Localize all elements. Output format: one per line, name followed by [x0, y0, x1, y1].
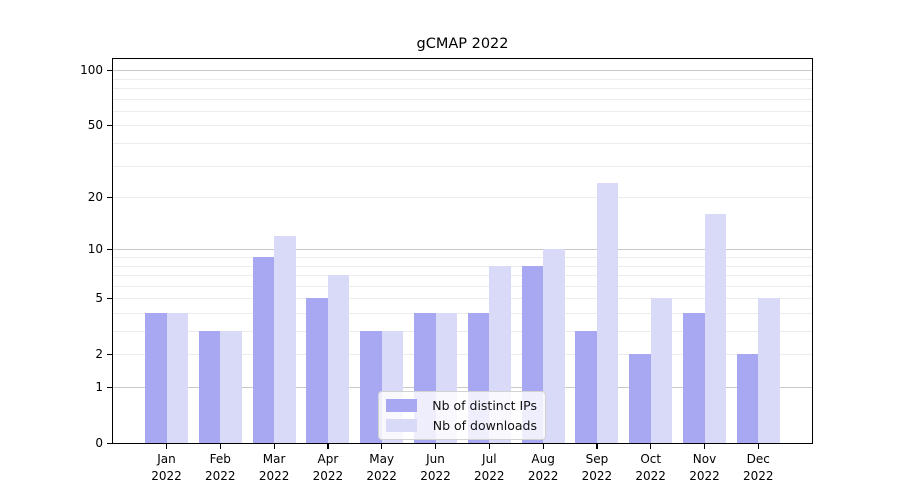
y-tick-0 [107, 442, 112, 444]
x-tick-aug [542, 444, 544, 449]
legend-label-distinct-ips: Nb of distinct IPs [432, 398, 537, 413]
x-tick-label-jun: Jun 2022 [420, 452, 451, 483]
bar-downloads-oct [650, 298, 673, 443]
chart-title: gCMAP 2022 [416, 36, 509, 52]
y-tick-label-20: 20 [87, 190, 103, 205]
bar-distinct-ips-jan [145, 313, 167, 443]
bar-distinct-ips-dec [736, 354, 759, 443]
gridline-70 [113, 98, 812, 100]
y-tick-100 [107, 69, 112, 71]
bar-distinct-ips-sep [575, 331, 597, 443]
y-tick-5 [107, 297, 112, 299]
legend: Nb of distinct IPs Nb of downloads [378, 391, 546, 440]
x-tick-label-mar: Mar 2022 [258, 452, 290, 483]
x-tick-label-jul: Jul 2022 [474, 452, 505, 483]
bar-distinct-ips-nov [683, 313, 705, 443]
bar-downloads-aug [543, 249, 565, 443]
bar-distinct-ips-mar [252, 257, 275, 443]
x-tick-feb [219, 444, 221, 449]
bar-downloads-sep [596, 182, 619, 443]
gridline-8 [113, 265, 812, 267]
x-tick-jan [166, 444, 168, 449]
gridline-2 [113, 354, 812, 356]
x-tick-jun [435, 444, 437, 449]
gridline-50 [113, 125, 812, 127]
y-tick-1 [107, 386, 112, 388]
x-tick-oct [650, 444, 652, 449]
x-tick-sep [596, 444, 598, 449]
x-tick-may [381, 444, 383, 449]
gridline-3 [113, 331, 812, 332]
bar-distinct-ips-may [360, 331, 382, 443]
y-tick-label-50: 50 [87, 118, 103, 133]
legend-label-downloads: Nb of downloads [432, 418, 537, 433]
bar-downloads-nov [704, 214, 726, 443]
y-tick-10 [107, 248, 112, 250]
gridline-4 [113, 312, 812, 314]
x-tick-apr [327, 444, 329, 449]
x-tick-label-jan: Jan 2022 [151, 452, 182, 483]
y-tick-label-100: 100 [80, 63, 103, 78]
x-tick-label-sep: Sep 2022 [581, 452, 613, 483]
x-tick-label-oct: Oct 2022 [635, 452, 666, 483]
x-tick-jul [488, 444, 490, 449]
gridline-7 [113, 275, 812, 277]
legend-entry-downloads: Nb of downloads [386, 418, 537, 433]
bar-downloads-mar [274, 235, 296, 443]
x-tick-label-may: May 2022 [366, 452, 397, 483]
x-tick-label-feb: Feb 2022 [205, 452, 236, 483]
gridline-100 [113, 70, 812, 72]
x-tick-label-apr: Apr 2022 [312, 452, 344, 483]
y-tick-50 [107, 124, 112, 127]
gridline-60 [113, 110, 812, 112]
gridline-10 [113, 249, 812, 251]
legend-entry-distinct-ips: Nb of distinct IPs [386, 398, 537, 413]
x-tick-label-aug: Aug 2022 [527, 452, 559, 483]
y-tick-2 [107, 353, 112, 355]
bar-downloads-apr [327, 275, 350, 443]
legend-swatch-downloads [386, 419, 417, 432]
bar-distinct-ips-apr [306, 298, 328, 443]
bar-distinct-ips-oct [629, 354, 651, 443]
bar-downloads-jan [166, 313, 188, 443]
y-tick-label-2: 2 [95, 347, 103, 362]
gridline-1 [113, 387, 812, 388]
gridline-80 [113, 88, 812, 89]
legend-swatch-distinct-ips [386, 399, 417, 412]
gridline-30 [113, 165, 812, 167]
y-tick-label-1: 1 [95, 380, 103, 394]
x-tick-nov [704, 444, 706, 449]
bar-distinct-ips-feb [198, 331, 221, 443]
gridline-5 [113, 298, 812, 300]
x-tick-mar [273, 444, 275, 449]
x-tick-dec [757, 444, 759, 449]
bar-downloads-feb [220, 331, 242, 443]
y-tick-label-0: 0 [95, 436, 103, 450]
y-tick-20 [107, 196, 112, 198]
gridline-90 [113, 78, 812, 80]
gridline-9 [113, 256, 812, 258]
x-tick-label-dec: Dec 2022 [743, 452, 774, 483]
x-tick-label-nov: Nov 2022 [689, 452, 720, 483]
y-tick-label-5: 5 [95, 291, 103, 306]
plot-area [113, 59, 812, 443]
gridline-20 [113, 197, 812, 199]
gridline-6 [113, 285, 812, 287]
gridline-40 [113, 143, 812, 144]
bar-downloads-dec [758, 298, 780, 443]
y-tick-label-10: 10 [87, 242, 103, 257]
